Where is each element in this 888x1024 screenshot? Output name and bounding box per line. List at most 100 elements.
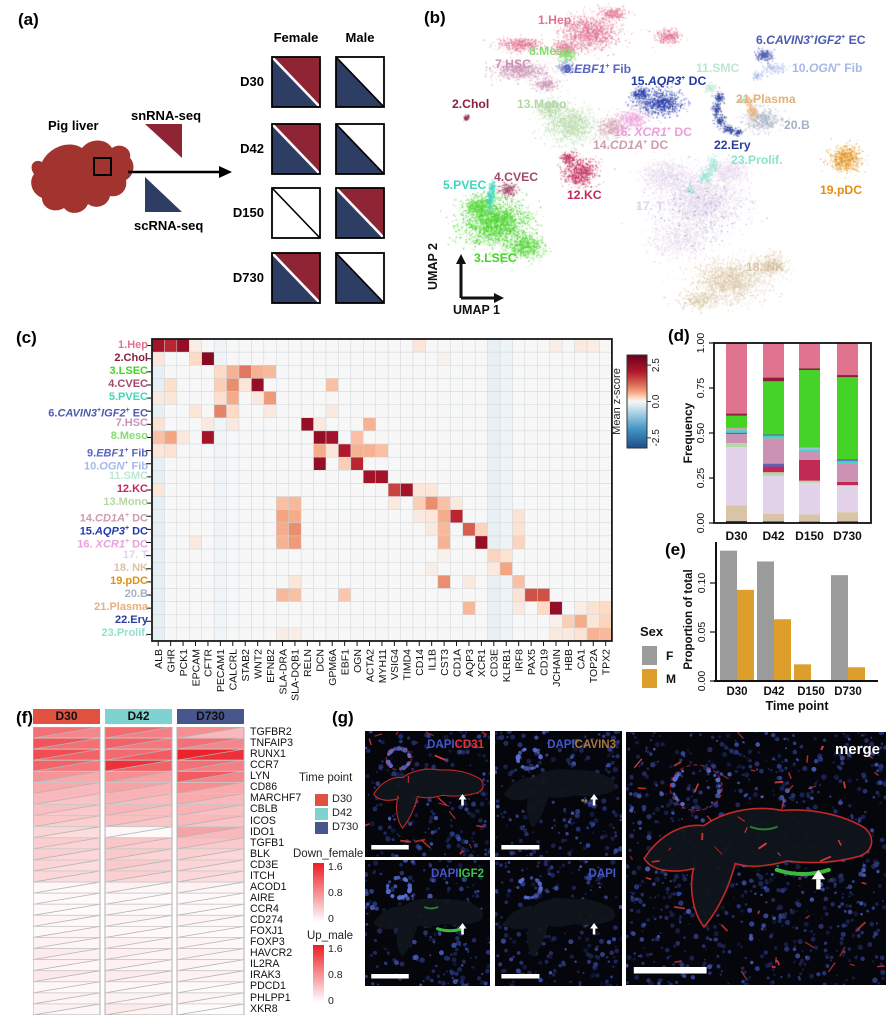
marker-heatmap: ALB GHR PCK1 EPCAM CFTR PECAM1 CALCRL STAB2 WNT2… — [146, 338, 662, 701]
svg-text:WNT2: WNT2 — [252, 649, 264, 679]
pointer-arrow — [811, 869, 826, 890]
panel-f-column-border — [104, 727, 173, 1015]
label-part: 12.KC — [567, 188, 602, 202]
timepoint-legend-label: D42 — [332, 807, 353, 819]
tri-cell — [33, 848, 101, 861]
scale-bar — [633, 967, 707, 974]
heatmap-row-label-18: 18. NK — [0, 562, 148, 575]
umap-cluster-label-3: 3.LSEC — [474, 252, 517, 264]
label-part: + — [643, 139, 648, 146]
tri-cell — [176, 870, 245, 883]
svg-text:PCK1: PCK1 — [178, 649, 190, 677]
schematic-drawing — [31, 56, 385, 304]
heatmap-row-label-1: 1.Hep — [0, 339, 148, 352]
panel-f-gene-label: ICOS — [250, 814, 276, 827]
tri-cell — [33, 759, 101, 772]
label-part: 11.SMC — [108, 469, 148, 482]
umap-cluster-label-14: 14.CD1A+ DC — [593, 139, 668, 151]
label-part: 2.Chol — [452, 97, 490, 111]
tri-cell — [176, 837, 245, 850]
umap-cluster-label-4: 4.CVEC — [494, 171, 538, 183]
scrna-triangle — [145, 177, 182, 212]
up-male-gradient — [313, 945, 324, 1002]
svg-text:PAX5: PAX5 — [526, 649, 538, 675]
label-part: 3.LSEC — [474, 251, 517, 265]
label-part: DC — [129, 525, 148, 538]
snrna-seq-label: snRNA-seq — [131, 108, 202, 123]
svg-text:HBB: HBB — [563, 649, 575, 671]
microscopy-panel-igf2: DAPIIGF2 — [365, 860, 490, 986]
label-part: 23.Prolif. — [731, 153, 783, 167]
panel-f-gene-label: IL2RA — [250, 958, 280, 971]
assay-square-D30-male — [335, 56, 385, 108]
label-part: 20.B — [784, 118, 810, 132]
svg-text:XCR1: XCR1 — [476, 649, 488, 677]
label-part: CAVIN3 — [766, 33, 810, 48]
label-part: 20.B — [124, 587, 148, 600]
tri-cell — [33, 937, 101, 949]
tri-cell — [176, 925, 245, 938]
label-part: 16. — [614, 125, 635, 140]
tri-cell — [33, 737, 101, 750]
heatmap-row-label-22: 22.Ery — [0, 614, 148, 627]
stacked-bar-D730 — [837, 343, 858, 523]
tri-cell — [176, 793, 245, 805]
heatmap-row-label-3: 3.LSEC — [0, 365, 148, 378]
vessel-lumen — [503, 769, 615, 829]
heatmap-row-label-8: 8.Meso — [0, 430, 148, 443]
label-part: + — [841, 34, 846, 41]
umap-cluster-label-15: 15.AQP3+ DC — [631, 75, 706, 87]
svg-text:Frequency: Frequency — [681, 402, 695, 463]
up-male-tick: 1.6 — [328, 943, 343, 955]
tri-cell — [104, 759, 173, 772]
panel-f-gene-label: IRAK3 — [250, 969, 281, 982]
heatmap-row-label-17: 17. T — [0, 549, 148, 562]
panel-f-letter: (f) — [16, 708, 33, 727]
svg-text:CD19: CD19 — [538, 649, 550, 676]
label-part: 7.HSC — [115, 417, 148, 430]
tri-cell — [176, 1003, 245, 1015]
panel-c-heatmap: ALB GHR PCK1 EPCAM CFTR PECAM1 CALCRL STAB2 WNT2… — [0, 325, 668, 717]
scale-bar — [501, 845, 540, 850]
microscopy-panel-label: DAPICAVIN3 — [547, 739, 616, 751]
pointer-arrow — [458, 794, 467, 806]
svg-text:0.0: 0.0 — [651, 394, 662, 408]
tri-cell — [176, 826, 245, 839]
umap-cluster-label-9: 9.EBF1+ Fib — [564, 63, 631, 75]
svg-text:0.05: 0.05 — [696, 622, 708, 643]
assay-square-D150-male — [335, 187, 385, 239]
umap-cluster-label-5: 5.PVEC — [443, 179, 486, 191]
tri-cell — [176, 948, 245, 961]
panel-f-gene-label: PHLPP1 — [250, 991, 291, 1004]
heatmap-row-label-13: 13.Mono — [0, 496, 148, 509]
umap-cluster-label-17: 17. T — [636, 200, 664, 212]
umap-cluster-label-6: 6.CAVIN3+IGF2+ EC — [756, 34, 866, 46]
umap-axes-icon — [456, 254, 504, 303]
timepoint-label: D730 — [232, 270, 264, 285]
pointer-arrow — [590, 794, 599, 806]
label-part: + — [666, 126, 671, 133]
tri-cell — [104, 903, 173, 916]
down-female-tick: 0.8 — [328, 887, 343, 899]
label-part: DC — [129, 512, 148, 525]
panel-f-gene-label: MARCHF7 — [250, 792, 302, 805]
svg-text:DCN: DCN — [315, 649, 327, 672]
label-part: 5.PVEC — [443, 178, 487, 192]
svg-text:EFNB2: EFNB2 — [265, 649, 277, 683]
tri-cell — [104, 781, 173, 794]
svg-text:VSIG4: VSIG4 — [389, 649, 401, 680]
cavin3-signal — [584, 799, 588, 803]
label-part: EC — [845, 33, 866, 48]
tri-cell — [33, 970, 101, 983]
tri-cell — [33, 892, 101, 905]
tri-cell — [33, 948, 101, 961]
panel-f-gene-label: PDCD1 — [250, 980, 286, 993]
stacked-bar-D150 — [799, 343, 820, 523]
svg-text:CD14: CD14 — [414, 649, 426, 676]
panel-f-gene-label: CBLB — [250, 803, 278, 816]
tri-cell — [33, 727, 101, 739]
down-female-legend-title: Down_female — [293, 848, 364, 860]
bar-group-D30 — [720, 550, 754, 681]
svg-text:Sex: Sex — [640, 624, 664, 639]
igf2-signal — [774, 867, 831, 877]
